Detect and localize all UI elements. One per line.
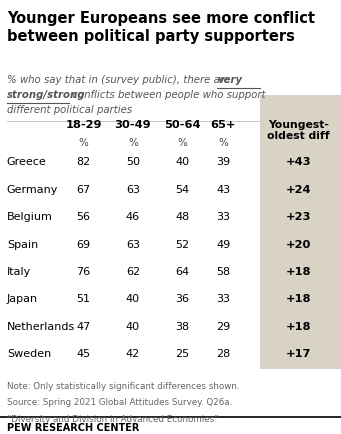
Text: Greece: Greece <box>7 157 47 167</box>
Text: %: % <box>219 138 228 148</box>
Text: +18: +18 <box>286 294 311 304</box>
Text: Youngest-
oldest diff: Youngest- oldest diff <box>267 119 330 141</box>
Text: +20: +20 <box>286 239 311 249</box>
Text: 69: 69 <box>76 239 91 249</box>
Text: 50: 50 <box>126 157 140 167</box>
Text: 30-49: 30-49 <box>115 119 151 129</box>
Text: 56: 56 <box>76 212 91 222</box>
Text: Italy: Italy <box>7 266 31 276</box>
Text: +24: +24 <box>286 184 311 194</box>
Text: 65+: 65+ <box>211 119 236 129</box>
Text: 40: 40 <box>175 157 190 167</box>
Text: 46: 46 <box>126 212 140 222</box>
Text: 51: 51 <box>76 294 91 304</box>
Text: 49: 49 <box>216 239 231 249</box>
Text: +18: +18 <box>286 266 311 276</box>
Text: % who say that in (survey public), there are: % who say that in (survey public), there… <box>7 75 233 85</box>
Text: Japan: Japan <box>7 294 38 304</box>
Text: 33: 33 <box>216 212 231 222</box>
Text: 28: 28 <box>216 349 231 358</box>
Text: 54: 54 <box>175 184 190 194</box>
Text: %: % <box>128 138 138 148</box>
Text: Sweden: Sweden <box>7 349 51 358</box>
Text: 63: 63 <box>126 239 140 249</box>
Text: 33: 33 <box>216 294 231 304</box>
Text: 29: 29 <box>216 321 231 331</box>
Text: +17: +17 <box>286 349 311 358</box>
Text: 25: 25 <box>175 349 190 358</box>
Text: 40: 40 <box>126 294 140 304</box>
Text: PEW RESEARCH CENTER: PEW RESEARCH CENTER <box>7 422 139 432</box>
Text: different political parties: different political parties <box>7 105 132 115</box>
Text: %: % <box>79 138 88 148</box>
Text: Source: Spring 2021 Global Attitudes Survey. Q26a.: Source: Spring 2021 Global Attitudes Sur… <box>7 398 232 407</box>
Text: +43: +43 <box>285 157 311 167</box>
Text: 43: 43 <box>216 184 231 194</box>
Text: 40: 40 <box>126 321 140 331</box>
Text: Note: Only statistically significant differences shown.: Note: Only statistically significant dif… <box>7 381 239 390</box>
Text: 58: 58 <box>216 266 231 276</box>
Text: Younger Europeans see more conflict
between political party supporters: Younger Europeans see more conflict betw… <box>7 11 315 44</box>
Text: 63: 63 <box>126 184 140 194</box>
Text: +23: +23 <box>286 212 311 222</box>
Bar <box>260 95 341 369</box>
Text: 76: 76 <box>76 266 91 276</box>
Text: 45: 45 <box>76 349 91 358</box>
Text: very: very <box>217 75 242 85</box>
Text: 38: 38 <box>175 321 190 331</box>
Text: Spain: Spain <box>7 239 38 249</box>
Text: 47: 47 <box>76 321 91 331</box>
Text: 64: 64 <box>175 266 190 276</box>
Text: Netherlands: Netherlands <box>7 321 75 331</box>
Text: 62: 62 <box>126 266 140 276</box>
Text: 52: 52 <box>175 239 190 249</box>
Text: %: % <box>178 138 187 148</box>
Text: 39: 39 <box>216 157 231 167</box>
Text: Germany: Germany <box>7 184 58 194</box>
Text: 48: 48 <box>175 212 190 222</box>
Text: 36: 36 <box>175 294 190 304</box>
Text: 50-64: 50-64 <box>164 119 201 129</box>
Text: 18-29: 18-29 <box>65 119 102 129</box>
Text: “Diversity and Division in Advanced Economies”: “Diversity and Division in Advanced Econ… <box>7 414 219 423</box>
Text: Belgium: Belgium <box>7 212 53 222</box>
Text: 67: 67 <box>76 184 91 194</box>
Text: 82: 82 <box>76 157 91 167</box>
Text: conflicts between people who support: conflicts between people who support <box>69 90 265 100</box>
Text: 42: 42 <box>126 349 140 358</box>
Text: +18: +18 <box>286 321 311 331</box>
Text: strong/strong: strong/strong <box>7 90 85 100</box>
